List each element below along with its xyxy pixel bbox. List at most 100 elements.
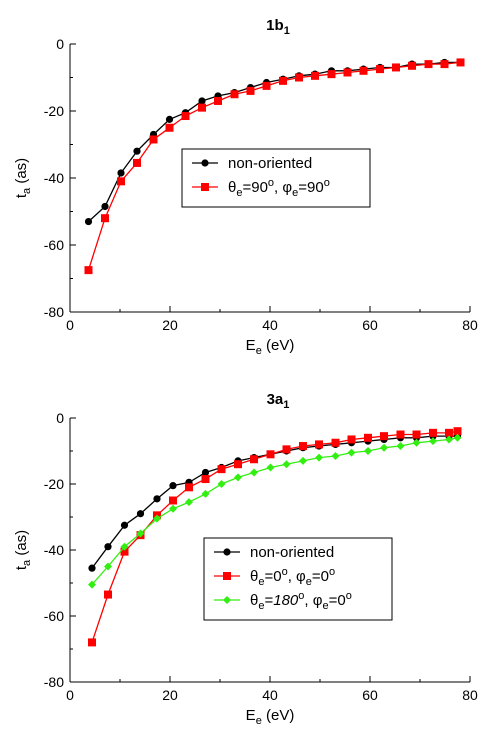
data-point — [149, 135, 158, 144]
data-point — [282, 460, 291, 469]
data-point — [230, 90, 239, 99]
data-point — [445, 435, 453, 444]
legend-subscript: e — [258, 600, 264, 612]
y-tick-label: -40 — [44, 170, 64, 186]
x-tick-label: 40 — [262, 687, 278, 703]
x-title-unit: (eV) — [262, 337, 295, 354]
y-tick-label: 0 — [56, 36, 64, 52]
data-point — [424, 60, 433, 69]
data-point — [234, 460, 242, 469]
legend-subscript: e — [322, 600, 328, 612]
legend-marker — [223, 572, 231, 580]
data-point — [295, 73, 303, 82]
data-point — [217, 465, 226, 474]
legend-superscript: o — [298, 590, 304, 602]
y-axis-title: ta (as) — [13, 158, 33, 198]
legend-text-part: =0 — [329, 592, 346, 609]
data-point — [185, 483, 193, 492]
legend-label: non-oriented — [250, 544, 334, 561]
data-point — [217, 480, 226, 488]
y-tick-label: -60 — [44, 608, 64, 624]
y-title-subscript: a — [21, 187, 33, 194]
data-point — [165, 123, 174, 132]
data-point — [250, 468, 258, 477]
data-point — [165, 115, 174, 123]
y-title-unit: (as) — [13, 530, 30, 560]
data-point — [456, 58, 465, 67]
title-main: 3a — [267, 391, 284, 408]
legend-subscript: e — [292, 187, 298, 199]
x-tick-label: 0 — [66, 687, 74, 703]
data-point — [104, 562, 112, 571]
x-title-main: E — [246, 337, 256, 354]
data-point — [453, 433, 462, 442]
data-point — [88, 580, 96, 589]
data-point — [347, 448, 356, 457]
data-point — [133, 158, 141, 167]
y-tick-label: -20 — [44, 476, 64, 492]
data-point — [88, 638, 96, 647]
data-point — [246, 86, 255, 95]
series-3 — [88, 433, 462, 589]
data-point — [120, 521, 129, 529]
data-point — [453, 427, 462, 436]
data-point — [412, 438, 421, 447]
legend-text-part: = — [264, 592, 273, 609]
legend-box — [181, 148, 371, 208]
data-point — [214, 96, 222, 105]
x-title-subscript: e — [256, 345, 262, 357]
data-point — [266, 450, 275, 459]
y-title-subscript: a — [21, 559, 33, 566]
data-point — [201, 475, 210, 484]
data-point — [185, 498, 193, 507]
data-point — [117, 169, 125, 177]
x-tick-label: 40 — [262, 317, 278, 333]
data-point — [101, 202, 109, 211]
data-point — [262, 81, 271, 90]
legend-marker — [201, 159, 209, 167]
legend-text-part: , φ — [274, 179, 292, 196]
x-tick-label: 80 — [462, 687, 478, 703]
data-point — [331, 438, 340, 447]
y-tick-label: -20 — [44, 103, 64, 119]
x-tick-label: 20 — [162, 687, 178, 703]
data-point — [396, 442, 405, 451]
data-point — [84, 266, 93, 275]
legend-entry: non-oriented — [214, 544, 334, 561]
y-title-main: t — [13, 565, 30, 570]
legend-text-part: =90 — [298, 179, 323, 196]
legend-text-part: θ — [250, 592, 258, 609]
data-point — [169, 496, 177, 505]
series-2 — [84, 58, 465, 275]
data-point — [331, 451, 340, 460]
data-point — [343, 68, 352, 77]
x-tick-label: 60 — [362, 317, 378, 333]
y-tick-label: -60 — [44, 237, 64, 253]
legend-text-part: =0 — [312, 568, 329, 585]
legend-entry: θe​=90o​, φe​=90o​ — [192, 177, 330, 199]
chart-title: 1b1 — [266, 17, 290, 37]
data-point — [153, 514, 161, 523]
legend-text-part: , φ — [304, 592, 322, 609]
legend-marker — [223, 596, 231, 604]
data-point — [376, 65, 384, 74]
legend-marker — [223, 548, 231, 556]
data-point — [198, 97, 206, 105]
data-point — [299, 442, 307, 451]
data-point — [201, 468, 210, 477]
y-title-unit: (as) — [13, 158, 30, 188]
x-title-unit: (eV) — [262, 707, 295, 724]
legend-text-part: non-oriented — [250, 544, 334, 561]
legend-superscript: o — [329, 566, 335, 578]
data-point — [250, 455, 258, 464]
y-tick-label: -80 — [44, 304, 64, 320]
legend-text-part: non-oriented — [228, 155, 312, 172]
legend-subscript: e — [258, 576, 264, 588]
x-title-subscript: e — [256, 715, 262, 727]
data-point — [279, 76, 287, 85]
y-tick-label: 0 — [56, 410, 64, 426]
data-point — [201, 489, 210, 498]
legend-subscript: e — [236, 187, 242, 199]
legend-label: θe​=90o​, φe​=90o​ — [228, 177, 330, 199]
data-point — [315, 440, 323, 449]
